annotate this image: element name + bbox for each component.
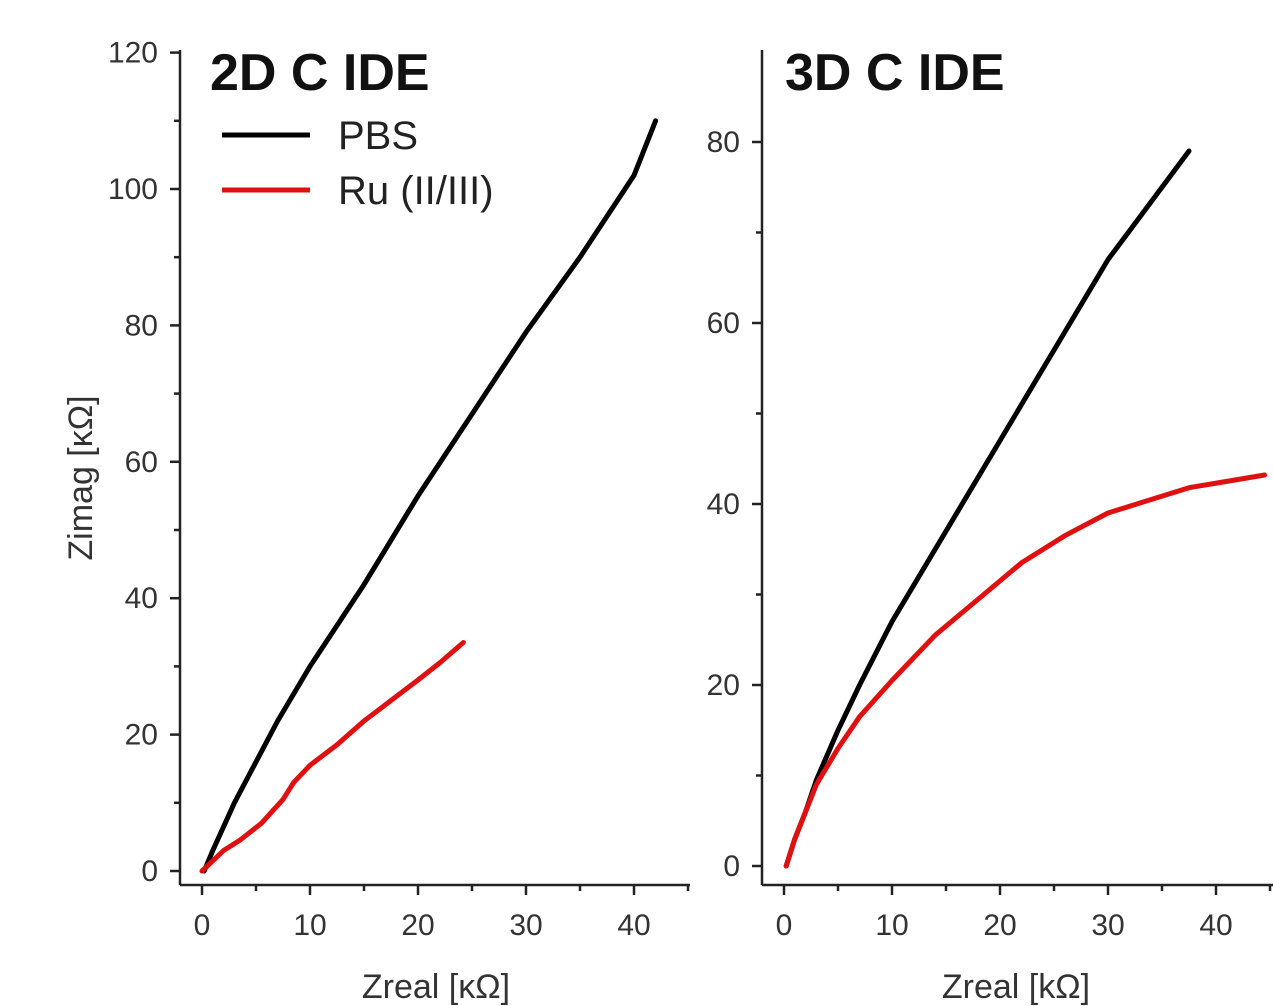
y-tick-label: 0: [141, 855, 158, 888]
x-tick-label: 20: [983, 909, 1016, 942]
y-tick-label: 60: [707, 307, 740, 340]
legend-label: Ru (II/III): [338, 169, 494, 213]
x-axis-label-2d: Zreal [κΩ]: [362, 968, 510, 1006]
y-tick-label: 60: [125, 446, 158, 479]
y-tick-label: 40: [707, 488, 740, 521]
y-tick-label: 120: [108, 37, 158, 70]
x-tick-label: 0: [194, 909, 211, 942]
x-tick-label: 30: [1091, 909, 1124, 942]
legend: PBS Ru (II/III): [222, 114, 494, 213]
x-tick-label: 40: [617, 909, 650, 942]
chart-panel-2d: 2D C IDE Zimag [κΩ] Zreal [κΩ] 0 20 40 60 80…: [62, 37, 690, 1006]
series-line-pbs: [204, 121, 655, 871]
y-tick-label: 80: [707, 126, 740, 159]
chart-panel-3d: 3D C IDE Zreal [kΩ] 0 20 40 60 80 0 10 20 30 40: [707, 44, 1273, 1006]
legend-label: PBS: [338, 114, 418, 158]
x-tick-label: 0: [776, 909, 793, 942]
panel-title-3d: 3D C IDE: [785, 44, 1005, 102]
x-axis-label-3d: Zreal [kΩ]: [942, 968, 1090, 1006]
y-axis-label: Zimag [κΩ]: [62, 395, 100, 560]
y-tick-label: 40: [125, 582, 158, 615]
x-tick-label: 20: [401, 909, 434, 942]
y-tick-label: 20: [125, 719, 158, 752]
y-tick-label: 0: [723, 850, 740, 883]
y-tick-label: 100: [108, 173, 158, 206]
x-tick-label: 10: [875, 909, 908, 942]
series-line-ru: [202, 643, 463, 872]
y-tick-label: 80: [125, 309, 158, 342]
x-tick-label: 30: [509, 909, 542, 942]
panel-title-2d: 2D C IDE: [210, 44, 430, 102]
x-tick-label: 10: [293, 909, 326, 942]
x-tick-label: 40: [1199, 909, 1232, 942]
series-line-ru: [786, 475, 1264, 866]
y-tick-label: 20: [707, 669, 740, 702]
